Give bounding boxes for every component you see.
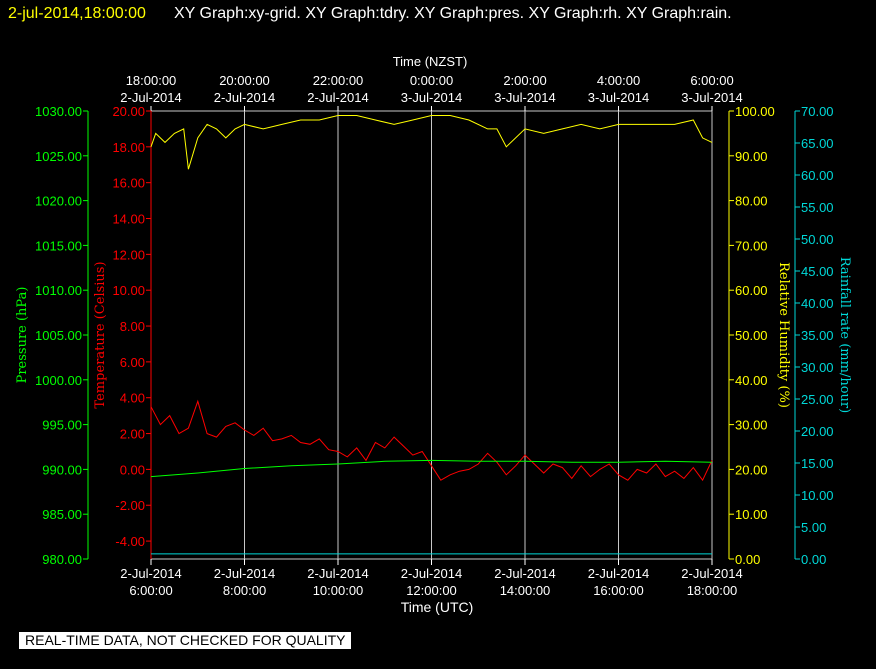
rain-tick-label: 25.00: [801, 392, 834, 407]
bottom-tick-label-time: 16:00:00: [593, 583, 644, 598]
pressure-axis-label: Pressure (hPa): [15, 287, 30, 384]
top-tick-label-time: 0:00:00: [410, 73, 453, 88]
bottom-tick-label-date: 2-Jul-2014: [494, 566, 555, 581]
header-title: XY Graph:xy-grid. XY Graph:tdry. XY Grap…: [174, 5, 732, 22]
humidity-tick-label: 0.00: [735, 552, 760, 567]
bottom-tick-label-time: 6:00:00: [129, 583, 172, 598]
top-tick-label-time: 4:00:00: [597, 73, 640, 88]
bottom-tick-label-date: 2-Jul-2014: [214, 566, 275, 581]
rain-tick-label: 50.00: [801, 232, 834, 247]
bottom-tick-label-time: 8:00:00: [223, 583, 266, 598]
rain-tick-label: 5.00: [801, 520, 826, 535]
pressure-tick-label: 1015.00: [35, 238, 82, 253]
quality-notice: REAL-TIME DATA, NOT CHECKED FOR QUALITY: [19, 632, 352, 649]
rain-tick-label: 45.00: [801, 264, 834, 279]
pressure-tick-label: 1025.00: [35, 149, 82, 164]
bottom-tick-label-date: 2-Jul-2014: [588, 566, 649, 581]
top-tick-label-date: 3-Jul-2014: [401, 90, 462, 105]
bottom-axis-title: Time (UTC): [401, 599, 474, 615]
rain-tick-label: 10.00: [801, 488, 834, 503]
bottom-tick-label-time: 12:00:00: [406, 583, 457, 598]
top-tick-label-time: 6:00:00: [690, 73, 733, 88]
pressure-tick-label: 1010.00: [35, 283, 82, 298]
rain-tick-label: 35.00: [801, 328, 834, 343]
bottom-tick-label-time: 18:00:00: [687, 583, 738, 598]
chart-marks: 2-Jul-2014 6:00:00 18:00:00 2-Jul-2014 2-Jul…: [35, 73, 834, 598]
temperature-tick-label: 6.00: [120, 355, 145, 370]
temperature-tick-label: 14.00: [112, 212, 145, 227]
pressure-tick-label: 985.00: [42, 507, 82, 522]
humidity-tick-label: 30.00: [735, 418, 768, 433]
pressure-tick-label: 1030.00: [35, 104, 82, 119]
pressure-tick-label: 980.00: [42, 552, 82, 567]
rain-tick-label: 40.00: [801, 296, 834, 311]
temperature-series-line: [150, 399, 713, 482]
temperature-tick-label: 12.00: [112, 247, 145, 262]
top-tick-label-date: 2-Jul-2014: [214, 90, 275, 105]
top-tick-label-date: 3-Jul-2014: [588, 90, 649, 105]
top-tick-label-date: 3-Jul-2014: [494, 90, 555, 105]
rain-axis-label: Rainfall rate (mm/hour): [837, 257, 852, 413]
header-datetime: 2-jul-2014,18:00:00: [8, 5, 146, 22]
bottom-tick-label-date: 2-Jul-2014: [120, 566, 181, 581]
rain-tick-label: 0.00: [801, 552, 826, 567]
rain-tick-label: 15.00: [801, 456, 834, 471]
top-tick-label-date: 3-Jul-2014: [681, 90, 742, 105]
temperature-tick-label: 0.00: [120, 462, 145, 477]
pressure-tick-label: 1020.00: [35, 194, 82, 209]
pressure-tick-label: 995.00: [42, 418, 82, 433]
humidity-tick-label: 60.00: [735, 283, 768, 298]
humidity-series-line: [150, 115, 713, 170]
humidity-tick-label: 80.00: [735, 194, 768, 209]
temperature-tick-label: 10.00: [112, 283, 145, 298]
rain-tick-label: 30.00: [801, 360, 834, 375]
top-tick-label-date: 2-Jul-2014: [120, 90, 181, 105]
rain-tick-label: 65.00: [801, 136, 834, 151]
temperature-tick-label: 18.00: [112, 140, 145, 155]
rain-tick-label: 70.00: [801, 104, 834, 119]
temperature-tick-label: 20.00: [112, 104, 145, 119]
temperature-tick-label: -2.00: [115, 498, 145, 513]
temperature-tick-label: 8.00: [120, 319, 145, 334]
bottom-tick-label-date: 2-Jul-2014: [307, 566, 368, 581]
top-tick-label-time: 18:00:00: [126, 73, 177, 88]
temperature-axis-label: Temperature (Celsius): [93, 261, 108, 408]
humidity-tick-label: 10.00: [735, 507, 768, 522]
humidity-tick-label: 40.00: [735, 373, 768, 388]
bottom-tick-label-date: 2-Jul-2014: [681, 566, 742, 581]
rain-tick-label: 20.00: [801, 424, 834, 439]
bottom-tick-label-time: 10:00:00: [313, 583, 364, 598]
humidity-tick-label: 20.00: [735, 462, 768, 477]
humidity-tick-label: 70.00: [735, 238, 768, 253]
top-axis-title: Time (NZST): [393, 54, 468, 69]
humidity-tick-label: 90.00: [735, 149, 768, 164]
pressure-series-line: [150, 459, 713, 478]
humidity-tick-label: 100.00: [735, 104, 775, 119]
temperature-tick-label: 2.00: [120, 427, 145, 442]
top-tick-label-time: 22:00:00: [313, 73, 364, 88]
rain-tick-label: 55.00: [801, 200, 834, 215]
humidity-axis-label: Relative Humidity (%): [776, 262, 791, 408]
humidity-tick-label: 50.00: [735, 328, 768, 343]
temperature-tick-label: 16.00: [112, 176, 145, 191]
pressure-tick-label: 990.00: [42, 462, 82, 477]
top-tick-label-time: 20:00:00: [219, 73, 270, 88]
bottom-tick-label-time: 14:00:00: [500, 583, 551, 598]
temperature-tick-label: -4.00: [115, 534, 145, 549]
bottom-tick-label-date: 2-Jul-2014: [401, 566, 462, 581]
top-tick-label-date: 2-Jul-2014: [307, 90, 368, 105]
rain-tick-label: 60.00: [801, 168, 834, 183]
pressure-tick-label: 1005.00: [35, 328, 82, 343]
top-tick-label-time: 2:00:00: [503, 73, 546, 88]
pressure-tick-label: 1000.00: [35, 373, 82, 388]
temperature-tick-label: 4.00: [120, 391, 145, 406]
